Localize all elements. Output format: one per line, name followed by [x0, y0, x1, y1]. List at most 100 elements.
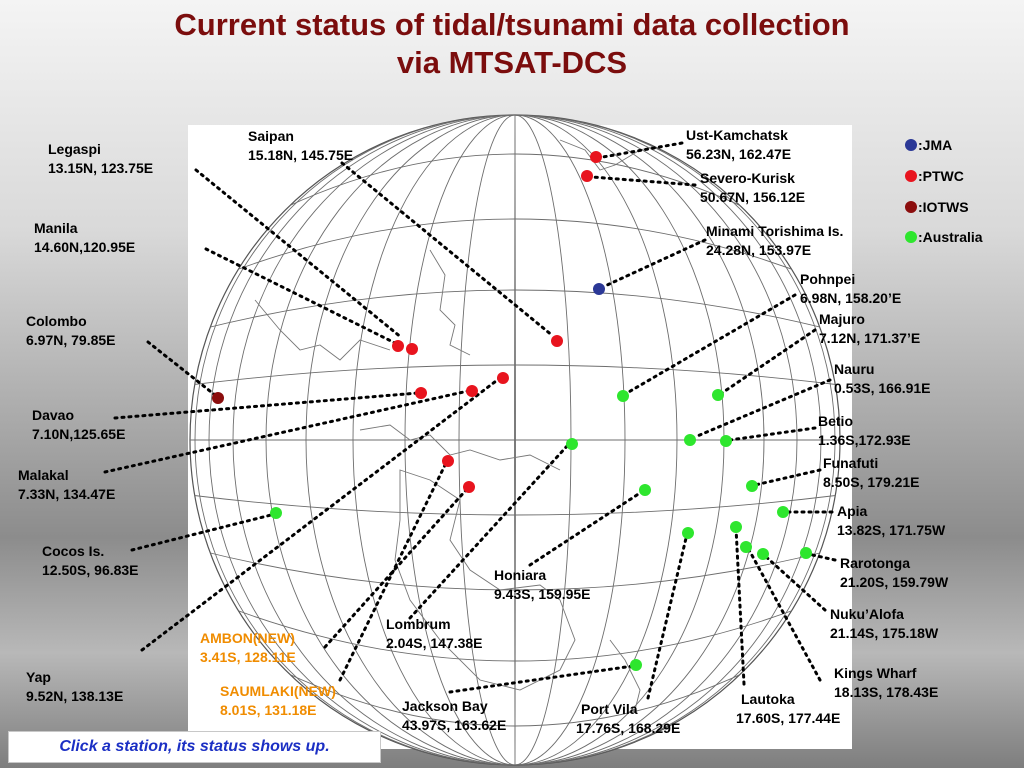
station-ambon[interactable] [463, 481, 475, 493]
leader-manila [204, 247, 397, 345]
station-coords: 56.23N, 162.47E [686, 146, 792, 162]
station-cocos[interactable] [270, 507, 282, 519]
station-coords: 3.41S, 128.11E [200, 649, 296, 665]
leader-majuro [720, 328, 817, 395]
station-lombrum[interactable] [566, 438, 578, 450]
label-saumlaki-new[interactable]: SAUMLAKI(NEW) 8.01S, 131.18E [220, 682, 336, 720]
station-coords: 43.97S, 163.62E [402, 717, 507, 733]
station-nuku-alofa[interactable] [757, 548, 769, 560]
leader-malakal [103, 389, 470, 474]
label-honiara[interactable]: Honiara 9.43S, 159.95E [494, 566, 591, 604]
station-coords: 21.14S, 175.18W [830, 625, 939, 641]
title-line-1: Current status of tidal/tsunami data col… [174, 7, 850, 42]
station-kings-wharf[interactable] [740, 541, 752, 553]
station-coords: 8.50S, 179.21E [823, 474, 920, 490]
leader-lines [103, 141, 837, 700]
station-name: Cocos Is. [42, 543, 105, 559]
station-saipan[interactable] [551, 335, 563, 347]
station-coords: 7.33N, 134.47E [18, 486, 116, 502]
station-name: Minami Torishima Is. [706, 223, 844, 239]
station-honiara[interactable] [639, 484, 651, 496]
station-coords: 18.13S, 178.43E [834, 684, 939, 700]
label-malakal[interactable]: Malakal 7.33N, 134.47E [18, 466, 115, 504]
station-davao[interactable] [415, 387, 427, 399]
station-rarotonga[interactable] [800, 547, 812, 559]
label-manila[interactable]: Manila 14.60N,120.95E [34, 219, 135, 257]
australia-dot-icon [905, 231, 917, 243]
station-jackson-bay[interactable] [630, 659, 642, 671]
station-coords: 7.12N, 171.37’E [819, 330, 921, 346]
label-pohnpei[interactable]: Pohnpei 6.98N, 158.20’E [800, 270, 901, 308]
station-name: Yap [26, 669, 51, 685]
label-yap[interactable]: Yap 9.52N, 138.13E [26, 668, 123, 706]
label-colombo[interactable]: Colombo 6.97N, 79.85E [26, 312, 116, 350]
label-minami-torishima[interactable]: Minami Torishima Is. 24.28N, 153.97E [706, 222, 843, 260]
label-rarotonga[interactable]: Rarotonga 21.20S, 159.79W [840, 554, 948, 592]
station-funafuti[interactable] [746, 480, 758, 492]
station-name: Malakal [18, 467, 69, 483]
legend-jma: :JMA [905, 137, 952, 153]
label-nauru[interactable]: Nauru 0.53S, 166.91E [834, 360, 931, 398]
label-cocos[interactable]: Cocos Is. 12.50S, 96.83E [42, 542, 139, 580]
label-kings-wharf[interactable]: Kings Wharf 18.13S, 178.43E [834, 664, 938, 702]
station-ust-kamchatsk[interactable] [590, 151, 602, 163]
label-funafuti[interactable]: Funafuti 8.50S, 179.21E [823, 454, 920, 492]
label-legaspi[interactable]: Legaspi 13.15N, 123.75E [48, 140, 153, 178]
station-nauru[interactable] [684, 434, 696, 446]
station-coords: 15.18N, 145.75E [248, 147, 354, 163]
station-name: Port Vila [581, 701, 638, 717]
label-lautoka[interactable]: Lautoka 17.60S, 177.44E [736, 690, 840, 728]
label-ust-kamchatsk[interactable]: Ust-Kamchatsk 56.23N, 162.47E [686, 126, 791, 164]
instruction-note: Click a station, its status shows up. [8, 731, 381, 763]
label-port-vila[interactable]: Port Vila 17.76S, 168.29E [576, 700, 680, 738]
station-name: Funafuti [823, 455, 879, 471]
station-name: Ust-Kamchatsk [686, 127, 788, 143]
leader-honiara [528, 489, 645, 567]
station-pohnpei[interactable] [617, 390, 629, 402]
leader-severo-kurisk [590, 175, 697, 187]
label-nuku-alofa[interactable]: Nuku’Alofa 21.14S, 175.18W [830, 605, 938, 643]
ptwc-dot-icon [905, 170, 917, 182]
station-coords: 9.43S, 159.95E [494, 586, 591, 602]
iotws-dot-icon [905, 201, 917, 213]
station-minami-torishima[interactable] [593, 283, 605, 295]
station-lautoka[interactable] [730, 521, 742, 533]
legend-australia: :Australia [905, 229, 983, 245]
leader-betio [728, 426, 817, 442]
station-apia[interactable] [777, 506, 789, 518]
station-port-vila[interactable] [682, 527, 694, 539]
station-colombo[interactable] [212, 392, 224, 404]
label-majuro[interactable]: Majuro 7.12N, 171.37’E [819, 310, 920, 348]
station-malakal[interactable] [466, 385, 478, 397]
station-name: Lombrum [386, 616, 451, 632]
label-apia[interactable]: Apia 13.82S, 171.75W [837, 502, 945, 540]
station-majuro[interactable] [712, 389, 724, 401]
station-yap[interactable] [497, 372, 509, 384]
station-name: Colombo [26, 313, 87, 329]
station-manila[interactable] [392, 340, 404, 352]
label-lombrum[interactable]: Lombrum 2.04S, 147.38E [386, 615, 483, 653]
station-coords: 6.98N, 158.20’E [800, 290, 902, 306]
legend-label: :PTWC [918, 168, 964, 184]
station-coords: 21.20S, 159.79W [840, 574, 949, 590]
label-betio[interactable]: Betio 1.36S,172.93E [818, 412, 911, 450]
station-coords: 12.50S, 96.83E [42, 562, 139, 578]
leader-saumlaki [338, 459, 449, 682]
leader-minami-torishima [603, 238, 707, 288]
station-severo-kurisk[interactable] [581, 170, 593, 182]
label-ambon-new[interactable]: AMBON(NEW) 3.41S, 128.11E [200, 629, 296, 667]
station-saumlaki[interactable] [442, 455, 454, 467]
station-betio[interactable] [720, 435, 732, 447]
label-davao[interactable]: Davao 7.10N,125.65E [32, 406, 125, 444]
legend-label: :IOTWS [918, 199, 969, 215]
leader-pohnpei [625, 293, 797, 395]
leader-saipan [340, 161, 555, 338]
station-name: Davao [32, 407, 75, 423]
label-severo-kurisk[interactable]: Severo-Kurisk 50.67N, 156.12E [700, 169, 805, 207]
station-name: Jackson Bay [402, 698, 488, 714]
label-jackson-bay[interactable]: Jackson Bay 43.97S, 163.62E [402, 697, 506, 735]
station-coords: 8.01S, 131.18E [220, 702, 317, 718]
station-coords: 17.76S, 168.29E [576, 720, 681, 736]
label-saipan[interactable]: Saipan 15.18N, 145.75E [248, 127, 353, 165]
station-legaspi[interactable] [406, 343, 418, 355]
